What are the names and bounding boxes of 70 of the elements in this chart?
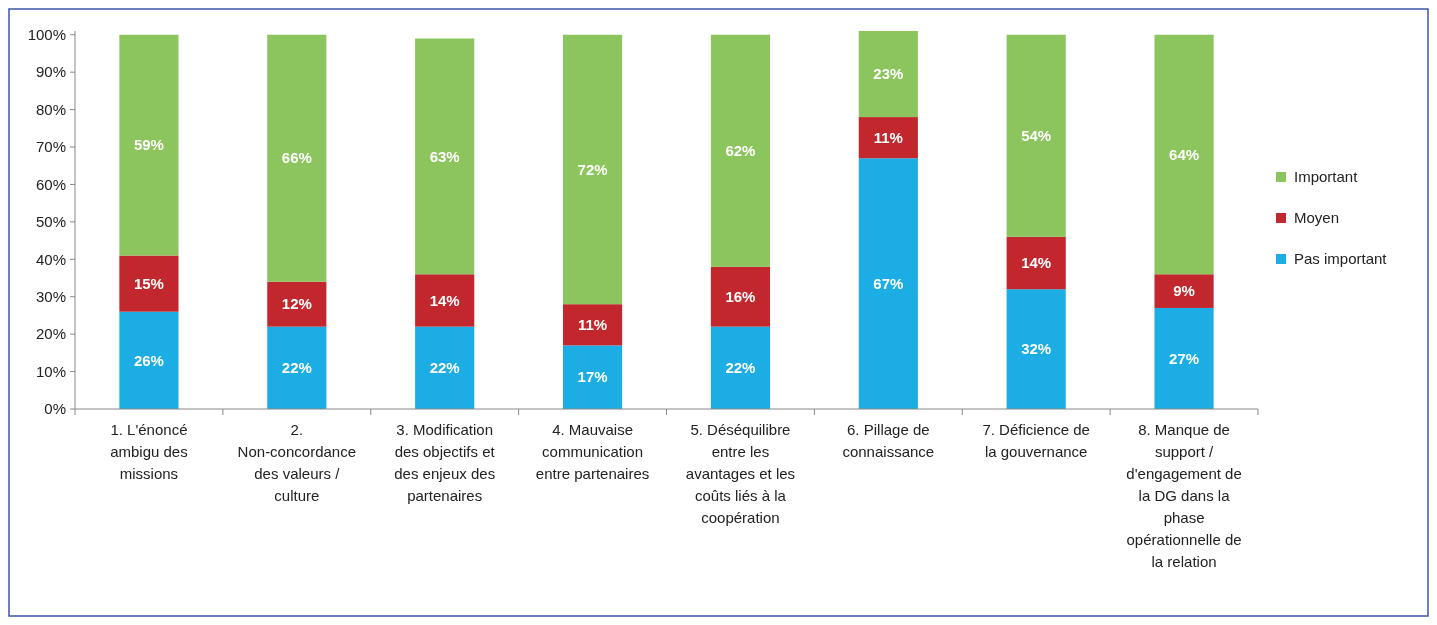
x-tick-label: 4. Mauvaise communication entre partenaires bbox=[535, 421, 650, 482]
y-tick-label: 40% bbox=[35, 250, 66, 268]
data-label: 22% bbox=[281, 359, 312, 377]
bar bbox=[858, 117, 918, 159]
y-tick-label: 30% bbox=[35, 287, 66, 305]
bar bbox=[415, 274, 475, 327]
bar bbox=[562, 345, 623, 409]
data-label: 67% bbox=[873, 274, 904, 292]
data-label: 64% bbox=[1169, 145, 1200, 163]
data-label: 63% bbox=[429, 147, 460, 165]
data-label: 54% bbox=[1021, 127, 1052, 145]
bar bbox=[1154, 34, 1214, 275]
bar bbox=[1006, 289, 1066, 409]
data-label: 12% bbox=[281, 295, 312, 313]
data-label: 22% bbox=[725, 359, 756, 377]
data-label: 16% bbox=[725, 287, 756, 305]
y-tick-label: 20% bbox=[35, 325, 66, 343]
x-tick-label: 7. Déficience de la gouvernance bbox=[982, 421, 1090, 460]
x-tick-label: 2. Non-concordance des valeurs / culture bbox=[237, 421, 357, 504]
y-tick-label: 0% bbox=[44, 400, 66, 418]
bar bbox=[710, 266, 771, 327]
x-tick-label: 8. Manque de support / d'engagement de la DG dans la phase opérationnelle de la relation bbox=[1126, 421, 1242, 570]
bar bbox=[119, 311, 179, 409]
bar bbox=[1006, 236, 1066, 290]
bar bbox=[858, 31, 918, 118]
bar bbox=[710, 326, 771, 409]
data-label: 72% bbox=[577, 160, 608, 178]
x-tick-label: 6. Pillage de connaissance bbox=[842, 421, 935, 460]
bar bbox=[858, 158, 918, 409]
data-label: 27% bbox=[1169, 349, 1200, 367]
bar bbox=[562, 304, 623, 346]
bar bbox=[415, 38, 475, 275]
data-label: 11% bbox=[577, 316, 608, 334]
bar bbox=[1154, 307, 1214, 409]
y-tick-label: 10% bbox=[35, 362, 66, 380]
legend-label: Moyen bbox=[1294, 209, 1340, 227]
legend-label: Important bbox=[1294, 168, 1359, 186]
data-label: 17% bbox=[577, 368, 608, 386]
bar bbox=[119, 34, 179, 256]
data-label: 11% bbox=[873, 128, 903, 146]
y-tick-label: 50% bbox=[35, 213, 66, 231]
data-label: 59% bbox=[133, 136, 164, 154]
y-tick-label: 100% bbox=[27, 25, 66, 43]
bar bbox=[415, 326, 475, 409]
data-label: 9% bbox=[1173, 282, 1195, 300]
data-label: 32% bbox=[1021, 340, 1052, 358]
data-label: 15% bbox=[133, 274, 164, 292]
data-label: 23% bbox=[873, 65, 904, 83]
data-label: 14% bbox=[429, 291, 460, 309]
y-tick-label: 60% bbox=[35, 175, 66, 193]
data-label: 22% bbox=[429, 359, 460, 377]
y-tick-label: 70% bbox=[35, 138, 66, 156]
bar bbox=[710, 34, 771, 267]
data-label: 14% bbox=[1021, 254, 1052, 272]
legend-label: Pas important bbox=[1294, 250, 1388, 268]
bar bbox=[267, 34, 327, 282]
bar bbox=[562, 34, 623, 305]
bar bbox=[267, 326, 327, 409]
data-label: 66% bbox=[281, 149, 312, 167]
bar bbox=[119, 255, 179, 312]
data-label: 62% bbox=[725, 142, 756, 160]
bar bbox=[1154, 274, 1214, 308]
y-tick-label: 90% bbox=[35, 63, 66, 81]
x-tick-label: 1. L'énoncé ambigu des missions bbox=[110, 421, 188, 482]
y-tick-label: 80% bbox=[35, 100, 66, 118]
x-tick-label: 5. Déséquilibre entre les avantages et les coûts liés à la coopération bbox=[685, 421, 796, 526]
bar bbox=[267, 281, 327, 327]
bar bbox=[1006, 34, 1066, 237]
x-tick-label: 3. Modification des objectifs et des enjeux des partenaires bbox=[394, 421, 496, 504]
data-label: 26% bbox=[133, 351, 164, 369]
